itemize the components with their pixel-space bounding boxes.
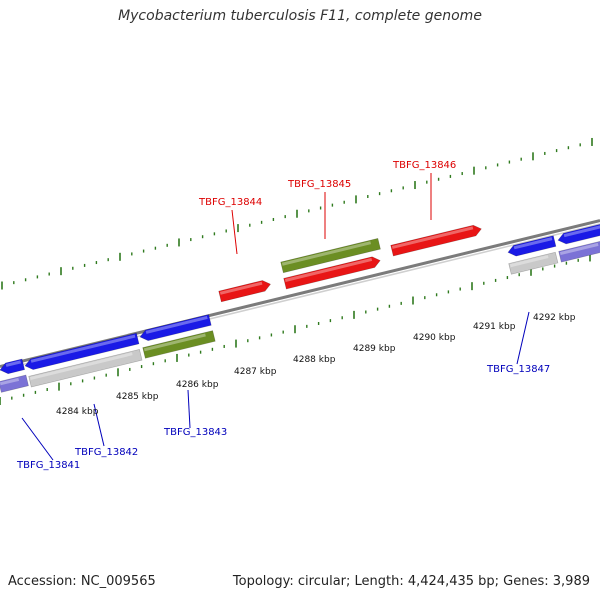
gene-blue-b-gloss	[30, 334, 136, 363]
leader-line	[21, 417, 54, 461]
gene-blue-e-shape	[557, 222, 600, 245]
leader-line	[516, 311, 530, 365]
gene-green-b	[142, 330, 216, 359]
gene-label-bottom: TBFG_13843	[163, 427, 227, 438]
gene-tbfg-13845-a-gloss	[281, 241, 372, 266]
scale-label: 4292 kbp	[533, 313, 576, 323]
gene-blue-b-shape	[24, 332, 140, 370]
gene-blue-c-gloss	[145, 316, 208, 334]
gene-blue-a	[0, 358, 25, 375]
gene-grey-a-shape	[28, 349, 143, 388]
gene-tbfg-13844-gloss	[219, 281, 263, 295]
gene-blue-c-shape	[139, 314, 212, 341]
scale-label: 4291 kbp	[473, 322, 516, 332]
gene-blue-a-shape	[0, 358, 25, 375]
gene-blue-b	[24, 332, 140, 370]
gene-tbfg-13845-a	[280, 238, 381, 274]
scale-label: 4289 kbp	[353, 344, 396, 354]
accession-text: Accession: NC_009565	[8, 574, 156, 589]
scale-label: 4284 kbp	[56, 407, 99, 417]
gene-tbfg-13846-gloss	[391, 226, 474, 249]
label-leaders	[21, 173, 530, 461]
scale-label: 4285 kbp	[116, 392, 159, 402]
gene-tbfg-13845-a-shape	[280, 238, 381, 274]
gene-blue-d	[507, 235, 557, 257]
tick-marks	[0, 137, 593, 405]
gene-tbfg-13845-b	[283, 256, 381, 290]
gene-lavender-a	[0, 374, 29, 393]
gene-blue-d-shape	[507, 235, 557, 257]
gene-label-top: TBFG_13846	[392, 160, 456, 171]
scale-label: 4287 kbp	[234, 367, 277, 377]
leader-line	[231, 209, 238, 255]
gene-blue-d-gloss	[513, 237, 553, 250]
gene-blue-e	[557, 222, 600, 245]
gene-label-top: TBFG_13844	[198, 197, 262, 208]
gene-tbfg-13844-shape	[218, 280, 271, 303]
gene-tbfg-13845-b-shape	[283, 256, 381, 290]
gene-blue-a-gloss	[5, 360, 22, 367]
leader-line	[187, 389, 191, 429]
scale-label: 4290 kbp	[413, 333, 456, 343]
gene-blue-e-gloss	[563, 224, 600, 238]
gene-label-top: TBFG_13845	[287, 179, 351, 190]
gene-label-bottom: TBFG_13841	[16, 460, 80, 471]
gene-blue-c	[139, 314, 212, 341]
gene-grey-b-gloss	[509, 255, 549, 268]
gene-grey-a	[28, 349, 143, 388]
genome-summary-text: Topology: circular; Length: 4,424,435 bp…	[232, 574, 590, 589]
scale-label: 4286 kbp	[176, 380, 219, 390]
gene-tbfg-13846	[390, 224, 482, 257]
genes	[0, 222, 600, 393]
map-title: Mycobacterium tuberculosis F11, complete…	[118, 8, 482, 24]
labels: 4284 kbp 4285 kbp 4286 kbp 4287 kbp 4288 kbp…	[16, 160, 576, 471]
gene-lavender-b-shape	[558, 239, 600, 263]
gene-tbfg-13844	[218, 280, 271, 303]
gene-green-b-gloss	[143, 333, 206, 352]
leader-line	[93, 403, 105, 447]
gene-grey-b-shape	[508, 251, 559, 275]
gene-tbfg-13846-shape	[390, 224, 482, 257]
gene-lavender-a-shape	[0, 374, 29, 393]
gene-lavender-b	[558, 239, 600, 263]
gene-label-bottom: TBFG_13842	[74, 447, 138, 458]
gene-tbfg-13845-b-gloss	[284, 258, 373, 282]
gene-label-bottom: TBFG_13847	[486, 364, 550, 375]
scale-label: 4288 kbp	[293, 355, 336, 365]
gene-green-b-shape	[142, 330, 216, 359]
gene-lavender-b-gloss	[559, 242, 599, 256]
gene-lavender-a-gloss	[0, 377, 20, 386]
gene-grey-b	[508, 251, 559, 275]
gene-grey-a-gloss	[29, 352, 133, 381]
